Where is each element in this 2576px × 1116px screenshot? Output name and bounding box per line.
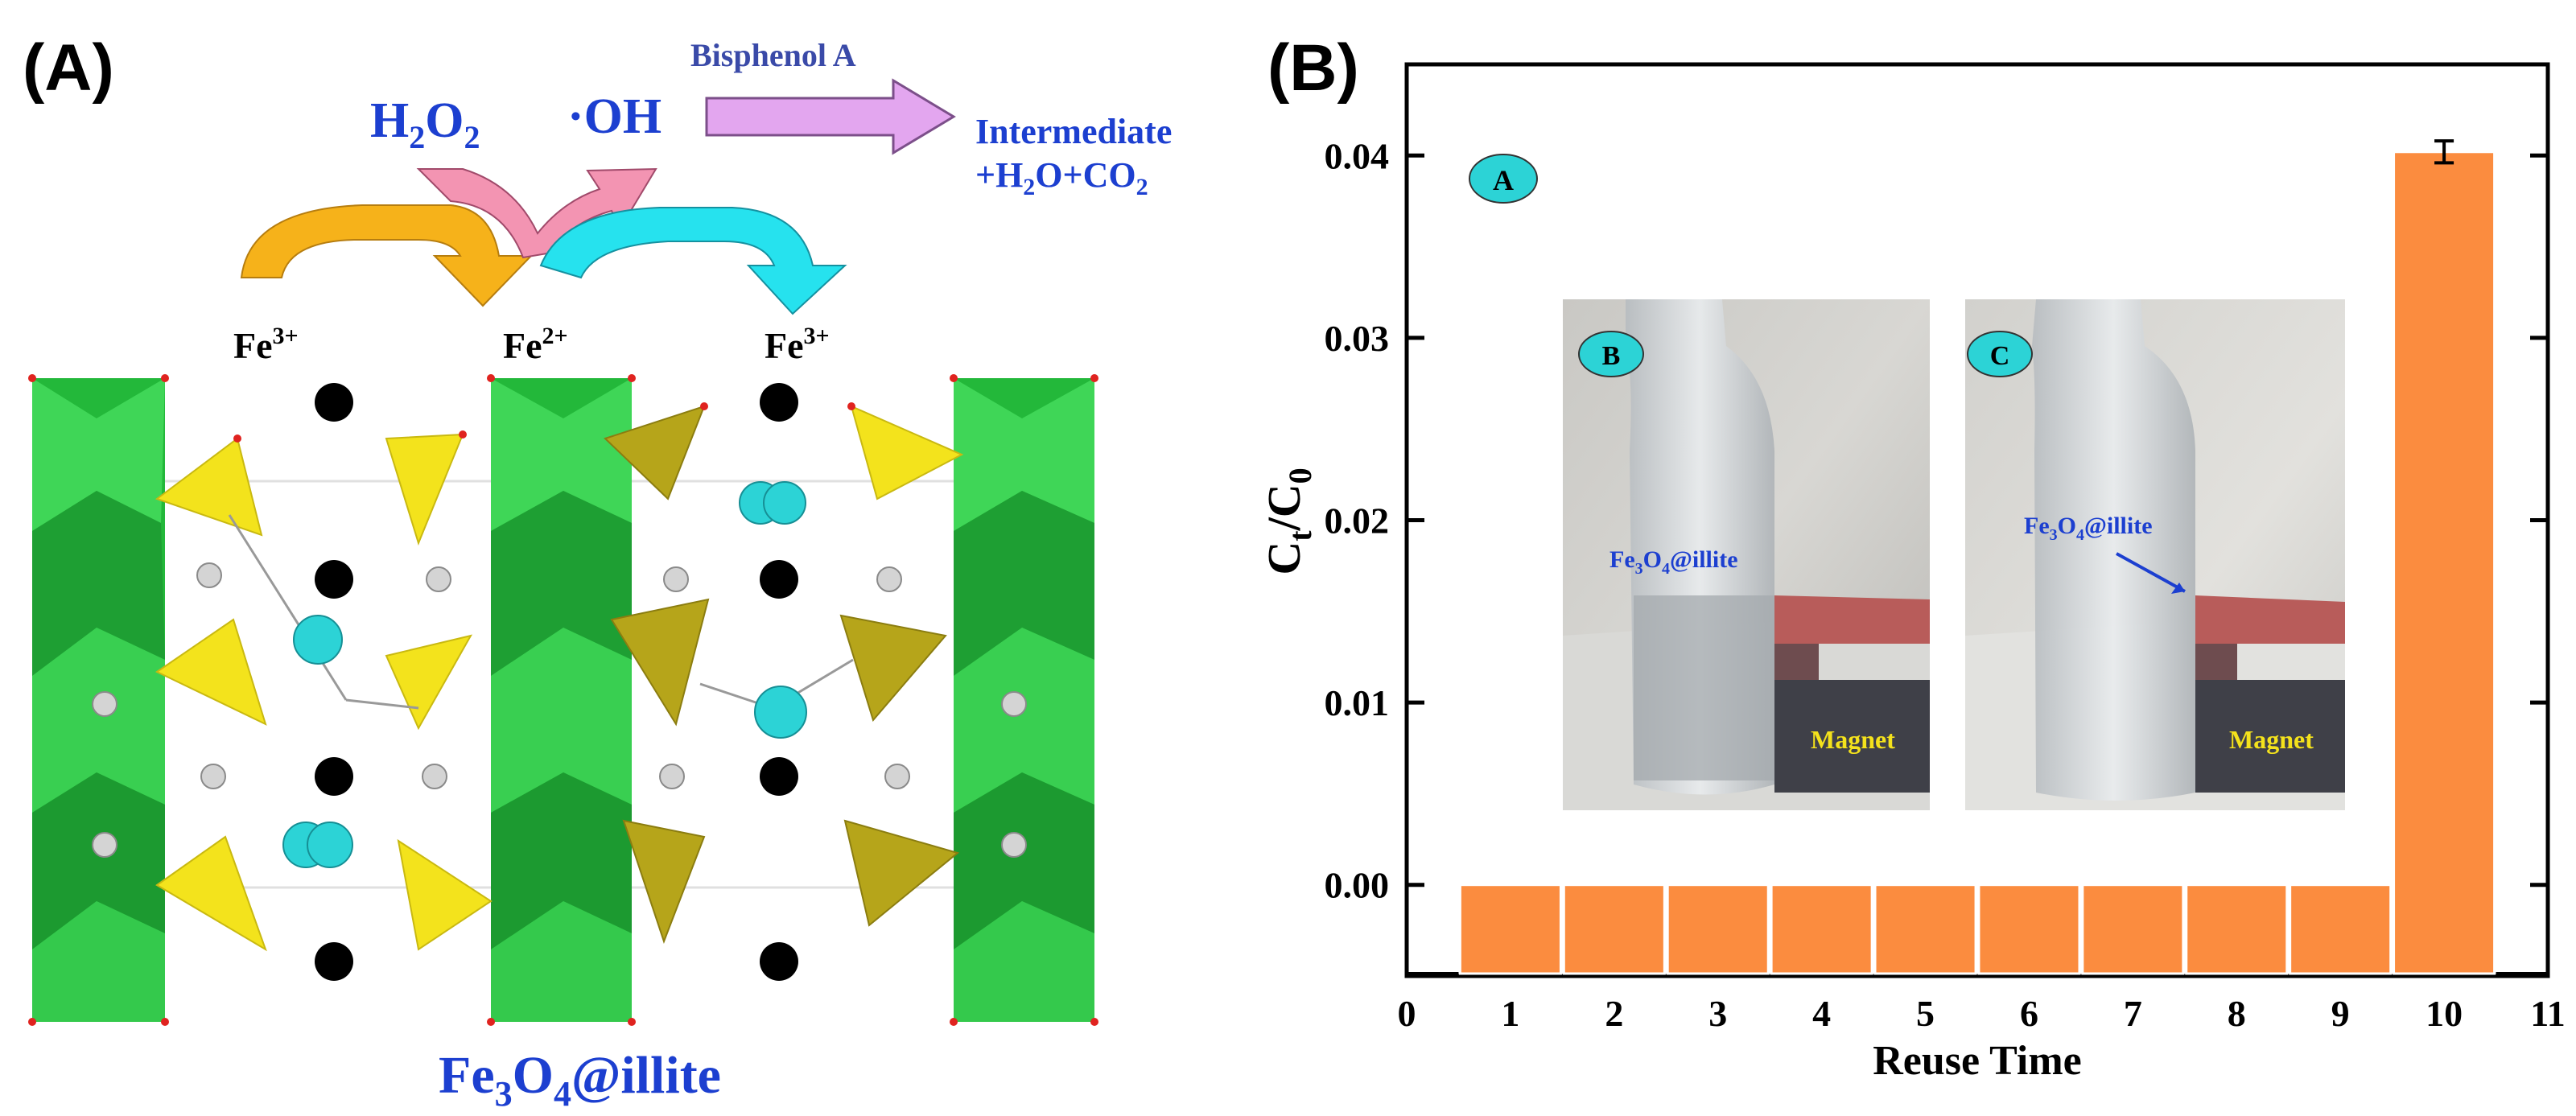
x-tick-label: 11: [2530, 993, 2565, 1034]
photo-inset-b: Fe3O4@illite Magnet B: [1563, 299, 1930, 810]
hydroxyl-radical-label: ·OH: [567, 89, 662, 144]
x-tick-label: 8: [2228, 993, 2246, 1034]
inset-label-b: B: [1602, 341, 1621, 371]
bar-reuse-10: [2393, 150, 2496, 975]
bar-reuse-2: [1562, 883, 1666, 975]
bar-reuse-5: [1873, 883, 1977, 975]
photo-b-magnet-label: Magnet: [1811, 725, 1895, 754]
photo-inset-c: Fe3O4@illite Magnet C: [1965, 299, 2345, 810]
panel-a-diagram: (A) Bisphenol A H2O2 ·OH Intermediate +H…: [23, 31, 1172, 1114]
photo-b-material-label: Fe3O4@illite: [1609, 546, 1738, 578]
x-tick-label: 9: [2331, 993, 2350, 1034]
bisphenol-a-label: Bisphenol A: [690, 37, 856, 73]
material-label: Fe3O4@illite: [439, 1046, 721, 1114]
k-atoms: [282, 481, 807, 868]
fe3-right-label: Fe3+: [765, 323, 830, 366]
bar-reuse-6: [1977, 883, 2081, 975]
panel-a-label: (A): [23, 31, 114, 105]
x-tick-label: 6: [2020, 993, 2038, 1034]
octahedral-layer-middle: [491, 378, 632, 1022]
reduction-arrow: [240, 204, 534, 307]
y-tick-label: 0.04: [1325, 135, 1390, 176]
svg-text:A: A: [1493, 164, 1514, 196]
products-line2: +H2O+CO2: [975, 155, 1148, 200]
x-tick-label: 7: [2124, 993, 2142, 1034]
y-tick-label: 0.02: [1325, 500, 1390, 542]
y-tick-label: 0.00: [1325, 865, 1390, 906]
bar-reuse-9: [2289, 883, 2393, 975]
x-tick-label: 2: [1605, 993, 1623, 1034]
degradation-arrow: [705, 78, 956, 155]
bar-reuse-3: [1666, 883, 1770, 975]
x-tick-label: 3: [1708, 993, 1727, 1034]
fe3-left-label: Fe3+: [233, 323, 299, 366]
photo-c-material-label: Fe3O4@illite: [2024, 513, 2153, 544]
fe2-label: Fe2+: [503, 323, 568, 366]
panel-b-label: (B): [1267, 31, 1359, 105]
x-tick-label: 5: [1916, 993, 1935, 1034]
crystal-structure: [28, 374, 1098, 1026]
photo-c-magnet-label: Magnet: [2229, 725, 2314, 754]
oxidation-arrow: [539, 207, 847, 315]
x-tick-label: 4: [1812, 993, 1831, 1034]
bar-reuse-8: [2185, 883, 2289, 975]
y-tick-label: 0.01: [1325, 682, 1390, 723]
x-tick-label: 1: [1501, 993, 1519, 1034]
o-atoms: [28, 374, 1098, 1026]
y-ticks: 0.00 0.01 0.02 0.03 0.04: [1325, 135, 2548, 906]
bar-reuse-7: [2081, 883, 2185, 975]
inset-label-c: C: [1990, 341, 2010, 371]
fe-atoms: [315, 383, 798, 981]
y-axis-label: Ct/C0: [1258, 467, 1318, 574]
h-atoms: [92, 562, 1027, 858]
x-tick-label: 10: [2426, 993, 2463, 1034]
peroxide-arrow: [416, 167, 657, 259]
y-tick-label: 0.03: [1325, 318, 1390, 359]
products-line1: Intermediate: [975, 112, 1172, 151]
bar-reuse-4: [1770, 883, 1873, 975]
bar-reuse-1: [1458, 883, 1562, 975]
panel-b-chart: (B) Ct/C0 Reuse Time 0.000.010.020.030.0…: [1258, 31, 2566, 1084]
x-axis-label: Reuse Time: [1873, 1038, 2082, 1084]
x-tick-label: 0: [1398, 993, 1416, 1034]
inset-label-a: A: [1469, 154, 1538, 204]
bars: [1458, 139, 2496, 975]
h2o2-label: H2O2: [370, 93, 480, 155]
tetrahedra: [155, 405, 964, 952]
